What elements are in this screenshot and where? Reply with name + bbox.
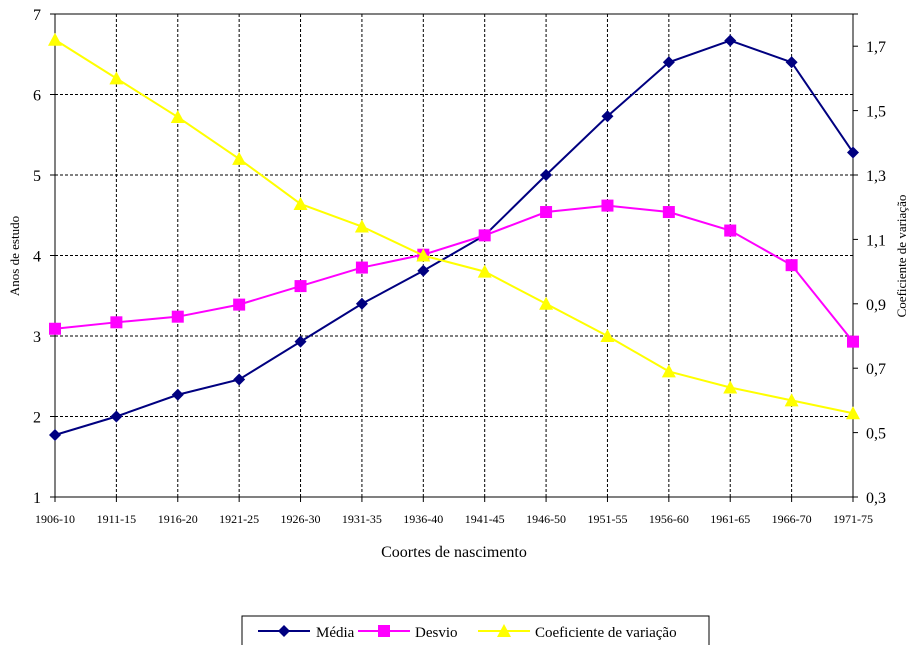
y2-tick-label: 1,3 [866,168,886,185]
y-axis-title: Anos de estudo [7,216,22,296]
series-layer [48,32,860,442]
y-tick-label: 4 [33,249,41,266]
data-point [847,335,859,348]
series-line [54,38,854,415]
x-tick-label: 1951-55 [587,512,627,526]
y2-tick-label: 0,3 [866,490,886,507]
data-point [294,280,307,293]
data-point [109,71,124,85]
data-point [110,410,123,423]
y-tick-label: 3 [33,329,41,346]
legend-box [241,615,710,645]
data-point [601,110,614,123]
y2-tick-label: 0,7 [866,361,886,378]
legend-media-marker [278,625,290,637]
x-tick-label: 1936-40 [403,512,443,526]
legend-desvio-label: Desvio [415,625,458,641]
y-tick-label: 5 [33,168,41,185]
tick-labels: 1 2 3 4 5 6 7 0,3 0,5 0,7 0,9 1,1 1,3 1,5 1,7 1906-10 19… [33,7,886,526]
data-point [540,206,553,219]
data-point [233,298,246,311]
series-2 [48,32,860,420]
data-point [293,196,308,210]
data-point [417,264,430,277]
legend-item-media: Média [258,625,355,641]
data-point [232,151,247,165]
x-axis-title: Coortes de nascimento [381,544,527,561]
x-tick-label: 1921-25 [219,512,259,526]
data-point [355,297,368,310]
data-point [354,219,369,233]
x-tick-label: 1961-65 [710,512,750,526]
data-point [724,34,737,47]
data-point [723,380,738,394]
legend-cv-marker [497,624,511,637]
data-point [170,110,185,124]
y2-tick-label: 1,5 [866,104,886,121]
series-0 [49,34,859,442]
y-tick-label: 6 [33,88,41,105]
data-point [355,261,368,274]
grid [55,14,853,497]
data-point [110,316,123,329]
data-point [662,56,675,69]
data-point [785,259,798,272]
x-tick-label: 1931-35 [342,512,382,526]
legend-desvio-marker [378,625,390,637]
x-tick-label: 1941-45 [465,512,505,526]
data-point [478,229,491,242]
y2-tick-label: 1,7 [866,39,886,56]
series-line [54,39,854,436]
y2-tick-label: 0,9 [866,297,886,314]
data-point [48,32,62,46]
x-tick-label: 1926-30 [281,512,321,526]
series-1 [49,199,859,348]
data-point [416,248,431,262]
x-tick-label: 1916-20 [158,512,198,526]
y-tick-label: 1 [33,490,41,507]
data-point [846,406,860,420]
data-point [847,146,859,159]
data-point [785,56,798,69]
data-point [477,264,492,278]
data-point [784,393,799,407]
y2-tick-label: 1,1 [866,232,886,249]
data-point [724,224,737,237]
legend: Média Desvio Coeficiente de variação [241,615,710,645]
y-tick-label: 2 [33,410,41,427]
data-point [294,335,307,348]
legend-cv-label: Coeficiente de variação [535,625,677,641]
legend-item-cv: Coeficiente de variação [478,624,677,641]
data-point [662,206,675,219]
data-point [171,310,184,323]
x-tick-label: 1946-50 [526,512,566,526]
series-line [54,204,854,343]
plot-area [55,14,853,497]
data-point [171,388,184,401]
x-tick-label: 1956-60 [649,512,689,526]
data-point [661,364,676,378]
legend-media-label: Média [316,625,355,641]
data-point [539,296,554,310]
y2-axis-title: Coeficiente de variação [894,195,909,318]
axes [50,13,858,502]
legend-item-desvio: Desvio [358,625,458,641]
x-tick-label: 1906-10 [35,512,75,526]
data-point [540,169,553,181]
x-tick-label: 1971-75 [833,512,873,526]
data-point [49,429,61,442]
x-tick-label: 1911-15 [97,512,137,526]
data-point [601,199,614,212]
y2-tick-label: 0,5 [866,426,886,443]
data-point [600,329,615,342]
y-tick-label: 7 [33,7,41,24]
data-point [233,373,246,386]
x-tick-label: 1966-70 [772,512,812,526]
data-point [49,322,61,335]
